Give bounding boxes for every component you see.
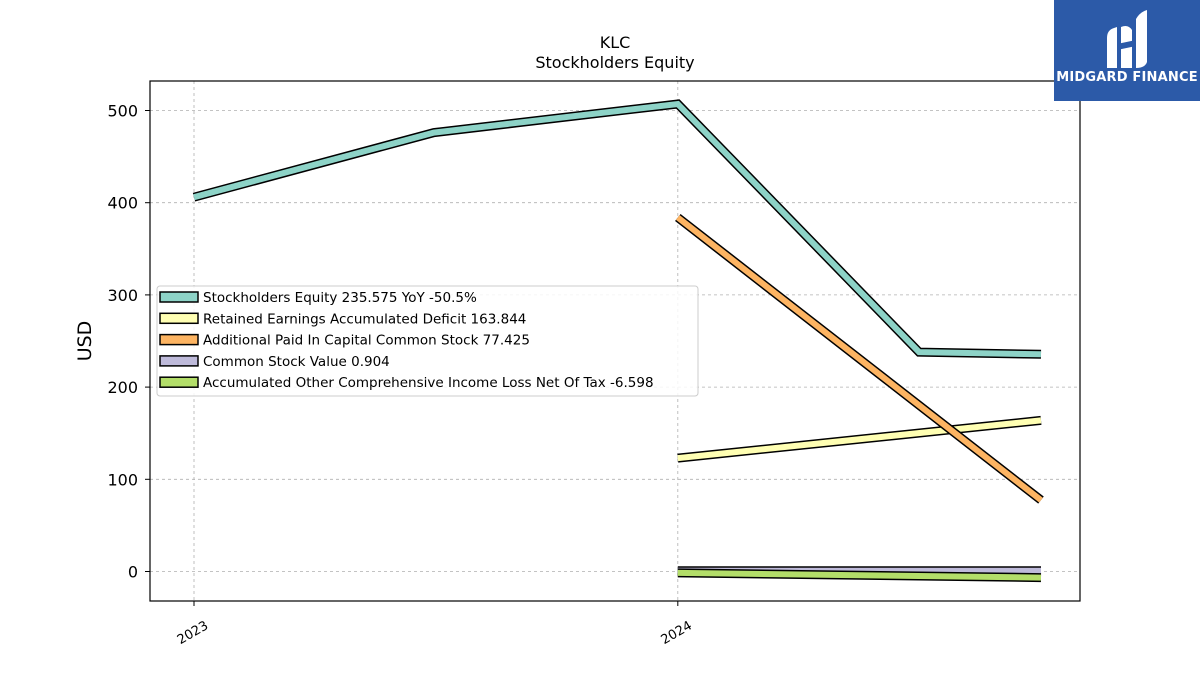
logo-mark-icon xyxy=(1107,10,1147,68)
legend-entry-label: Stockholders Equity 235.575 YoY -50.5% xyxy=(203,290,477,306)
midgard-finance-logo: MIDGARD FINANCE xyxy=(1054,0,1200,101)
y-tick-label: 200 xyxy=(107,378,138,397)
y-axis-ticks: 0 100 200 300 400 500 xyxy=(107,102,150,581)
series-line-0 xyxy=(193,100,1042,358)
y-axis-label: USD xyxy=(74,321,96,362)
series-line-2 xyxy=(675,215,1043,503)
y-tick-label: 500 xyxy=(107,102,138,121)
y-tick-label: 0 xyxy=(128,562,138,581)
chart-title: KLC xyxy=(600,33,631,52)
logo-text: MIDGARD FINANCE xyxy=(1056,70,1198,85)
series-line-4 xyxy=(677,569,1042,581)
legend-entry-label: Retained Earnings Accumulated Deficit 16… xyxy=(203,311,526,327)
legend-entry-label: Accumulated Other Comprehensive Income L… xyxy=(203,375,654,391)
chart-subtitle: Stockholders Equity xyxy=(535,53,694,72)
series-line-1 xyxy=(677,417,1042,462)
legend-entry-label: Additional Paid In Capital Common Stock … xyxy=(203,333,530,349)
x-tick-label: 2023 xyxy=(175,618,211,648)
legend-entry-label: Common Stock Value 0.904 xyxy=(203,354,390,370)
plot-frame xyxy=(149,80,1081,602)
legend-box xyxy=(156,285,699,397)
legend-swatch xyxy=(159,312,199,325)
legend-swatch xyxy=(159,355,199,367)
legend-swatch xyxy=(159,333,199,346)
x-axis-ticks: 2023 2024 xyxy=(175,601,695,648)
legend-swatch xyxy=(159,376,199,388)
legend: Stockholders Equity 235.575 YoY -50.5% Re… xyxy=(156,285,699,397)
y-tick-label: 300 xyxy=(107,286,138,305)
y-tick-label: 100 xyxy=(107,470,138,489)
series-lines xyxy=(192,99,1044,583)
y-tick-label: 400 xyxy=(107,194,138,213)
x-tick-label: 2024 xyxy=(659,618,695,648)
legend-swatch xyxy=(159,291,199,303)
